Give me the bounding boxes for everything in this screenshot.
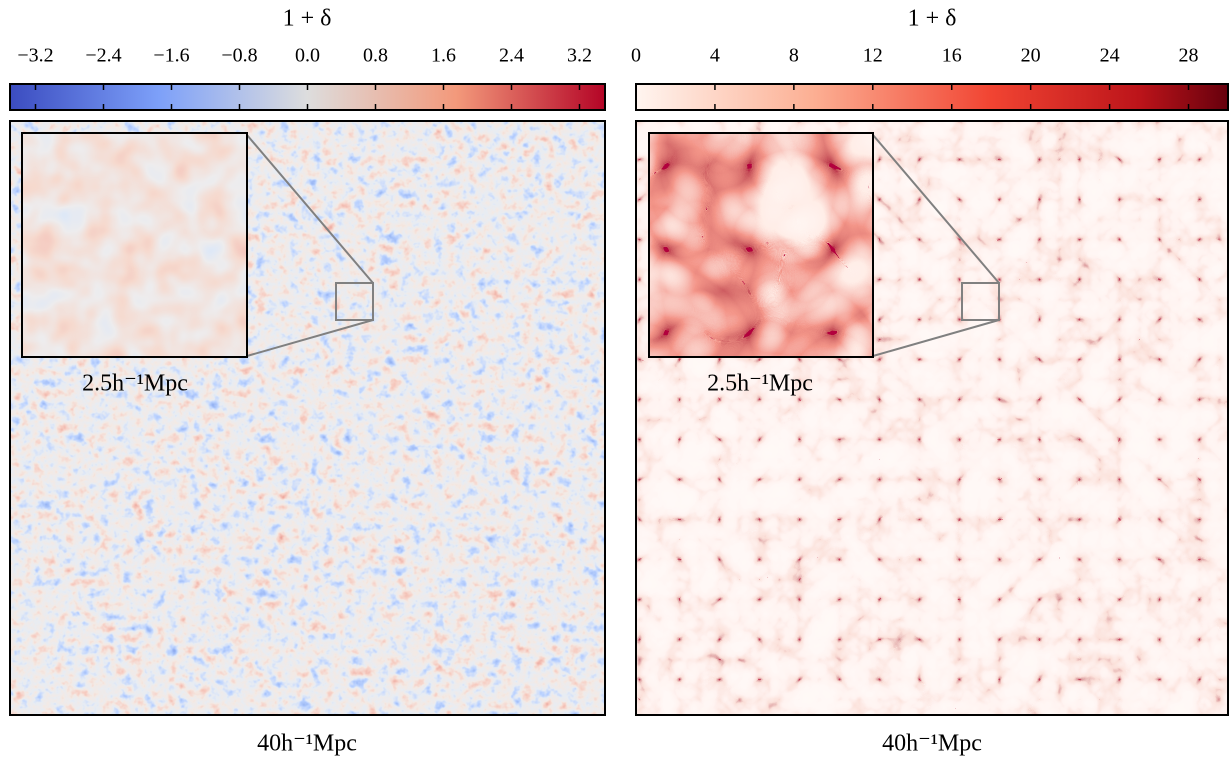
colorbar-tick-label: 0.0: [295, 45, 320, 67]
inset-field: [649, 133, 873, 357]
zoom-box: [961, 282, 1000, 321]
connector: [872, 319, 1000, 357]
colorbar-tick-label: 4: [710, 45, 720, 67]
colorbar-tick-label: 1.6: [431, 45, 456, 67]
connector: [246, 134, 374, 284]
zoom-box: [335, 282, 374, 321]
colorbar-tick-label: −1.6: [153, 45, 189, 67]
colorbar-tick-label: −3.2: [17, 45, 53, 67]
colorbar-tick-label: 16: [942, 45, 962, 67]
colorbar-tick-label: 0.8: [363, 45, 388, 67]
inset-label: 2.5h⁻¹Mpc: [82, 371, 188, 397]
panel-frame: [635, 120, 1229, 716]
colorbar-title: 1 + δ: [283, 6, 332, 32]
panel-frame: [9, 120, 606, 716]
inset-frame: [648, 132, 874, 358]
colorbar-tick-label: 3.2: [567, 45, 592, 67]
colorbar: [635, 83, 1229, 111]
connector: [246, 319, 374, 357]
colorbar-tick-label: −0.8: [221, 45, 257, 67]
colorbar-tick-label: −2.4: [85, 45, 121, 67]
connector: [872, 134, 1000, 284]
inset-frame: [21, 132, 248, 358]
colorbar-title: 1 + δ: [908, 6, 957, 32]
colorbar-tick-label: 0: [631, 45, 641, 67]
inset-field: [22, 133, 247, 357]
colorbar-tick-label: 8: [789, 45, 799, 67]
colorbar-tick-label: 28: [1179, 45, 1199, 67]
colorbar-tick-label: 20: [1021, 45, 1041, 67]
colorbar-tick-label: 12: [863, 45, 883, 67]
scale-label: 40h⁻¹Mpc: [882, 731, 982, 757]
colorbar-tick-label: 2.4: [499, 45, 524, 67]
scale-label: 40h⁻¹Mpc: [257, 731, 357, 757]
inset-label: 2.5h⁻¹Mpc: [707, 371, 813, 397]
colorbar-tick-label: 24: [1100, 45, 1120, 67]
